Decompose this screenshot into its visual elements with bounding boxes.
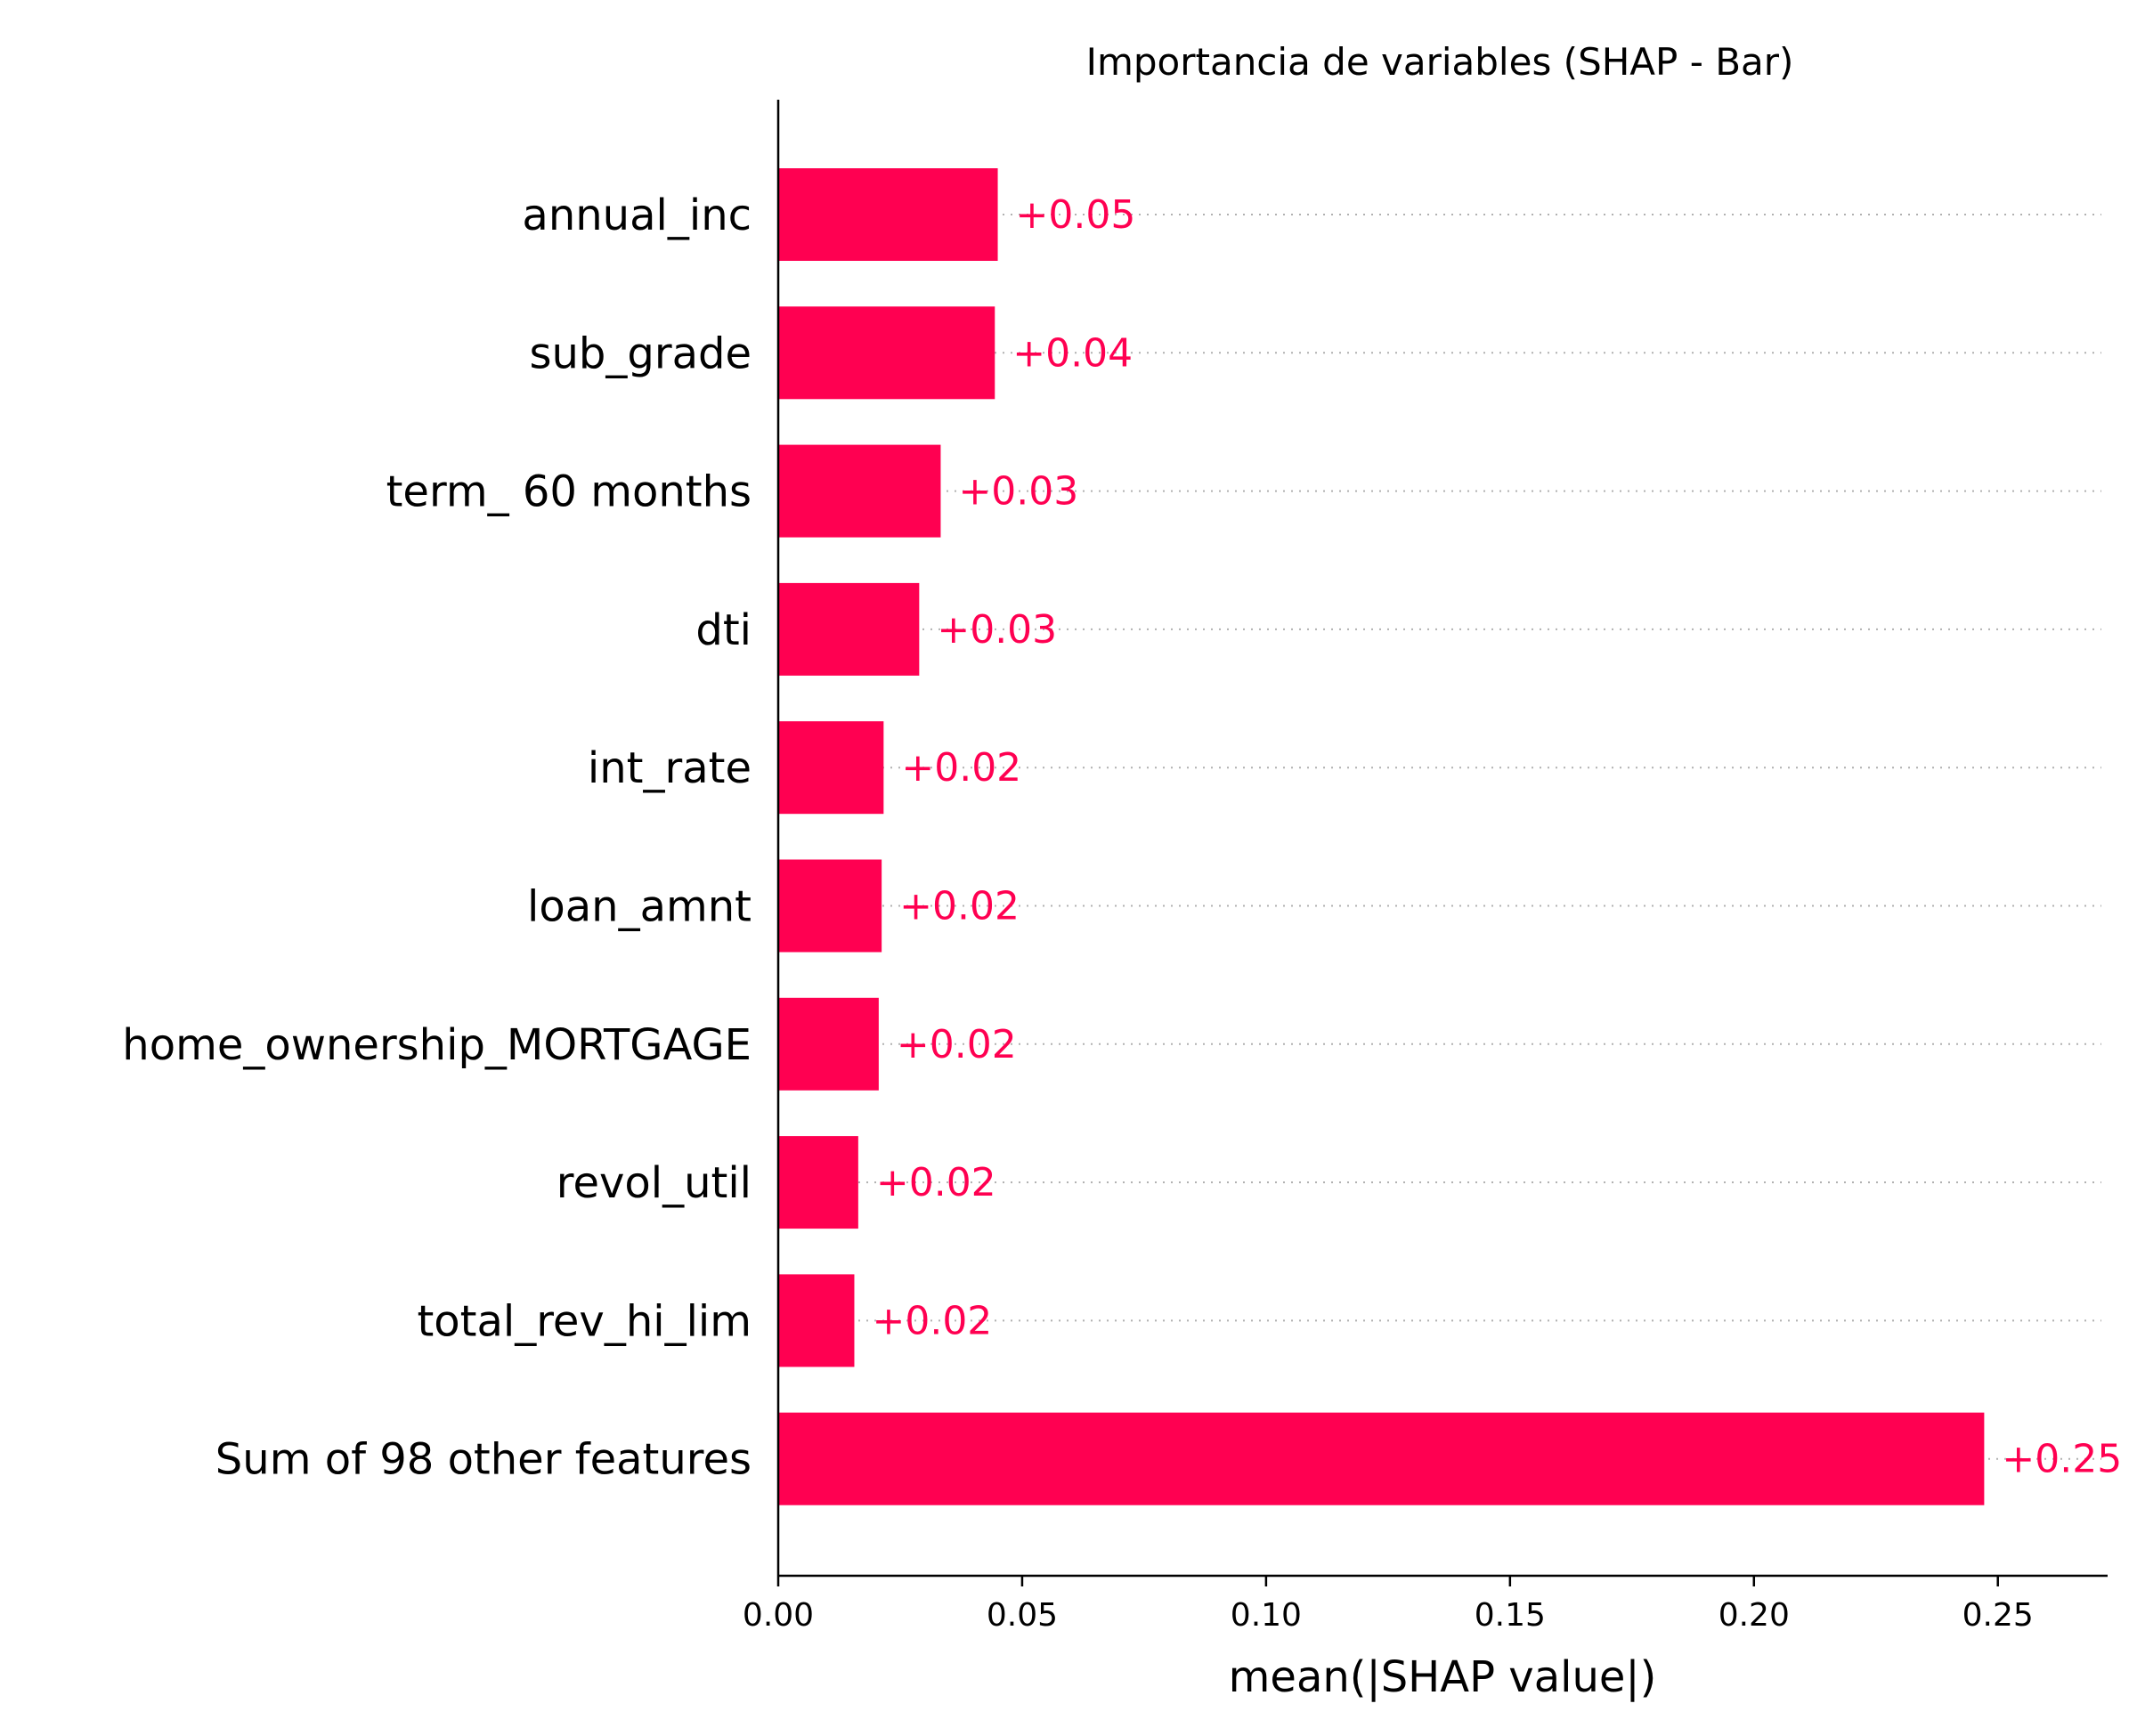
bar-2 [778, 444, 941, 538]
x-tick-label: 0.05 [987, 1597, 1058, 1634]
x-axis-ticks: 0.00 0.05 0.10 0.15 0.20 0.25 [743, 1576, 2034, 1634]
bar-3 [778, 582, 920, 676]
bar-6 [778, 997, 879, 1091]
value-label: +0.03 [937, 607, 1057, 653]
bar-5 [778, 859, 882, 953]
value-label: +0.03 [958, 469, 1078, 515]
value-label: +0.02 [899, 884, 1020, 929]
category-label: term_ 60 months [386, 467, 752, 517]
x-axis-label: mean(|SHAP value|) [1229, 1652, 1657, 1702]
value-label: +0.25 [2002, 1437, 2122, 1482]
category-label: dti [695, 605, 752, 655]
category-labels: annual_inc sub_grade term_ 60 months dti int… [122, 191, 752, 1485]
category-label: home_ownership_MORTGAGE [122, 1020, 752, 1070]
value-label: +0.02 [901, 745, 1021, 791]
category-label: annual_inc [522, 191, 752, 240]
category-label: loan_amnt [527, 882, 752, 932]
category-label: total_rev_hi_lim [417, 1296, 752, 1346]
x-tick-label: 0.15 [1475, 1597, 1546, 1634]
bar-8 [778, 1274, 855, 1367]
row-guides [778, 214, 2101, 1460]
category-label: revol_util [557, 1158, 752, 1208]
bar-9 [778, 1412, 1985, 1505]
bar-0 [778, 168, 998, 261]
x-tick-label: 0.25 [1962, 1597, 2034, 1634]
category-label: Sum of 98 other features [215, 1435, 752, 1485]
value-labels: +0.05 +0.04 +0.03 +0.03 +0.02 +0.02 +0.02 +0.02… [872, 192, 2122, 1482]
value-label: +0.05 [1016, 192, 1136, 238]
bar-4 [778, 721, 884, 815]
bars [778, 168, 1985, 1505]
bar-1 [778, 306, 995, 400]
chart-title: Importancia de variables (SHAP - Bar) [1086, 40, 1794, 84]
value-label: +0.02 [872, 1298, 992, 1343]
x-tick-label: 0.20 [1719, 1597, 1790, 1634]
bar-7 [778, 1136, 858, 1229]
x-tick-label: 0.10 [1231, 1597, 1302, 1634]
x-tick-label: 0.00 [743, 1597, 814, 1634]
value-label: +0.02 [897, 1022, 1017, 1067]
category-label: int_rate [588, 743, 752, 793]
value-label: +0.04 [1012, 330, 1133, 376]
value-label: +0.02 [876, 1160, 996, 1205]
category-label: sub_grade [529, 329, 752, 378]
